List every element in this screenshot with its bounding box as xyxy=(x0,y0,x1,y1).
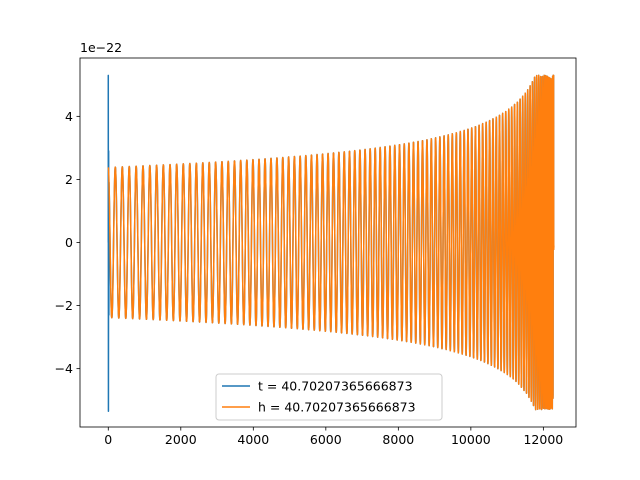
legend-label-h: h = 40.70207365666873 xyxy=(258,400,416,415)
y-tick-label: 0 xyxy=(65,235,73,250)
x-axis: 0 2000 4000 6000 8000 10000 12000 xyxy=(104,427,563,447)
x-tick-label: 12000 xyxy=(523,432,563,447)
y-tick-label: 2 xyxy=(65,172,73,187)
y-offset-text: 1e−22 xyxy=(80,40,122,55)
y-tick-label: 4 xyxy=(65,109,73,124)
legend: t = 40.70207365666873 h = 40.70207365666… xyxy=(215,373,443,421)
y-axis: −4 −2 0 2 4 xyxy=(55,109,80,376)
plot-area xyxy=(107,74,555,412)
x-tick-label: 2000 xyxy=(165,432,197,447)
x-tick-label: 6000 xyxy=(310,432,342,447)
legend-box xyxy=(215,373,443,421)
series-line-h xyxy=(107,74,555,411)
y-tick-label: −4 xyxy=(55,361,73,376)
x-tick-label: 10000 xyxy=(451,432,491,447)
y-tick-label: −2 xyxy=(55,298,73,313)
x-tick-label: 8000 xyxy=(382,432,414,447)
x-tick-label: 0 xyxy=(104,432,112,447)
legend-label-t: t = 40.70207365666873 xyxy=(258,379,413,394)
x-tick-label: 4000 xyxy=(237,432,269,447)
